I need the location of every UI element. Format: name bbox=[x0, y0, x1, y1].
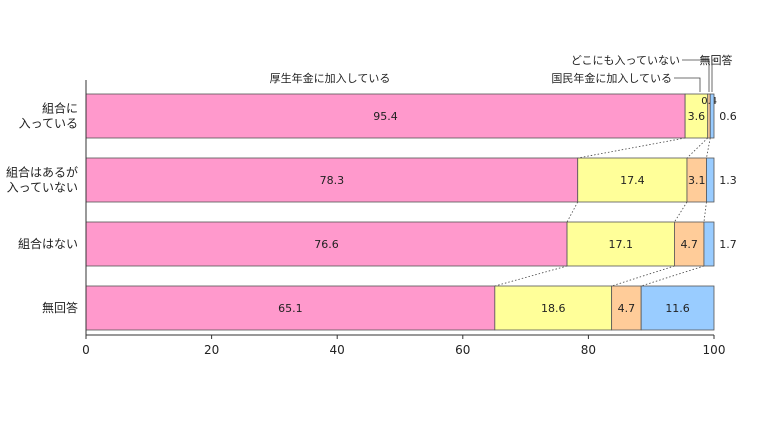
category-label-line: 無回答 bbox=[42, 300, 78, 315]
connector-line bbox=[686, 137, 708, 159]
data-label: 95.4 bbox=[373, 110, 398, 123]
legend-leader-line bbox=[682, 59, 710, 92]
bars: 95.4 3.6 0.40.6 78.3 17.4 3.1 1.3 76.6 17.1 4.7 1.… bbox=[85, 93, 737, 331]
data-label: 1.7 bbox=[719, 238, 737, 251]
category-label: 無回答 bbox=[42, 300, 78, 315]
data-label: 1.3 bbox=[719, 174, 737, 187]
connector-line bbox=[611, 265, 675, 287]
data-label: 3.6 bbox=[688, 110, 706, 123]
connector-line bbox=[494, 265, 568, 287]
data-label: 0.4 bbox=[701, 96, 717, 107]
connector-lines bbox=[494, 137, 711, 287]
x-tick-label: 20 bbox=[204, 343, 219, 357]
bar-segment bbox=[709, 93, 715, 139]
data-label: 78.3 bbox=[320, 174, 345, 187]
bar-segment bbox=[85, 285, 496, 331]
data-label: 11.6 bbox=[665, 302, 690, 315]
data-label: 0.6 bbox=[719, 110, 737, 123]
x-axis: 0 20 40 60 80 100 bbox=[82, 80, 725, 357]
bar-segment bbox=[640, 285, 715, 331]
bar-segment bbox=[706, 157, 715, 203]
bar-segment bbox=[85, 157, 579, 203]
bar-segment bbox=[85, 93, 686, 139]
x-tick-label: 40 bbox=[330, 343, 345, 357]
data-label: 3.1 bbox=[688, 174, 706, 187]
bar-segment bbox=[566, 221, 675, 267]
x-tick-label: 100 bbox=[703, 343, 726, 357]
bar-segment bbox=[577, 157, 688, 203]
category-label: 組合はあるが入っていない bbox=[6, 165, 78, 195]
category-label: 組合はない bbox=[18, 236, 78, 251]
x-tick-label: 0 bbox=[82, 343, 90, 357]
category-label-line: 組合に bbox=[42, 101, 78, 116]
x-tick-label: 80 bbox=[581, 343, 596, 357]
bar-segment bbox=[85, 221, 568, 267]
connector-line bbox=[577, 137, 686, 159]
data-label: 17.4 bbox=[620, 174, 645, 187]
connector-line bbox=[674, 201, 688, 223]
data-label: 4.7 bbox=[680, 238, 698, 251]
legend-leader-line bbox=[674, 77, 701, 92]
bar-segment bbox=[674, 221, 705, 267]
bar-segment bbox=[611, 285, 642, 331]
x-tick-label: 60 bbox=[455, 343, 470, 357]
connector-line bbox=[641, 265, 705, 287]
category-label-line: 組合はない bbox=[18, 236, 78, 251]
bar-segment bbox=[703, 221, 715, 267]
category-label-line: 入っている bbox=[19, 117, 78, 131]
data-label: 76.6 bbox=[314, 238, 339, 251]
connector-line bbox=[703, 201, 707, 223]
category-label-line: 入っていない bbox=[7, 181, 78, 195]
legend-label: 国民年金に加入している bbox=[551, 71, 672, 85]
data-label: 65.1 bbox=[278, 302, 303, 315]
legend-label: どこにも入っていない bbox=[571, 54, 680, 67]
legend-leader-line bbox=[711, 59, 716, 92]
data-label: 4.7 bbox=[618, 302, 636, 315]
legend-label: 厚生年金に加入している bbox=[270, 71, 391, 85]
connector-line bbox=[706, 137, 711, 159]
category-label: 組合に入っている bbox=[19, 101, 78, 131]
category-label-line: 組合はあるが bbox=[6, 165, 78, 180]
data-label: 18.6 bbox=[541, 302, 566, 315]
data-label: 17.1 bbox=[608, 238, 633, 251]
connector-line bbox=[566, 201, 579, 223]
